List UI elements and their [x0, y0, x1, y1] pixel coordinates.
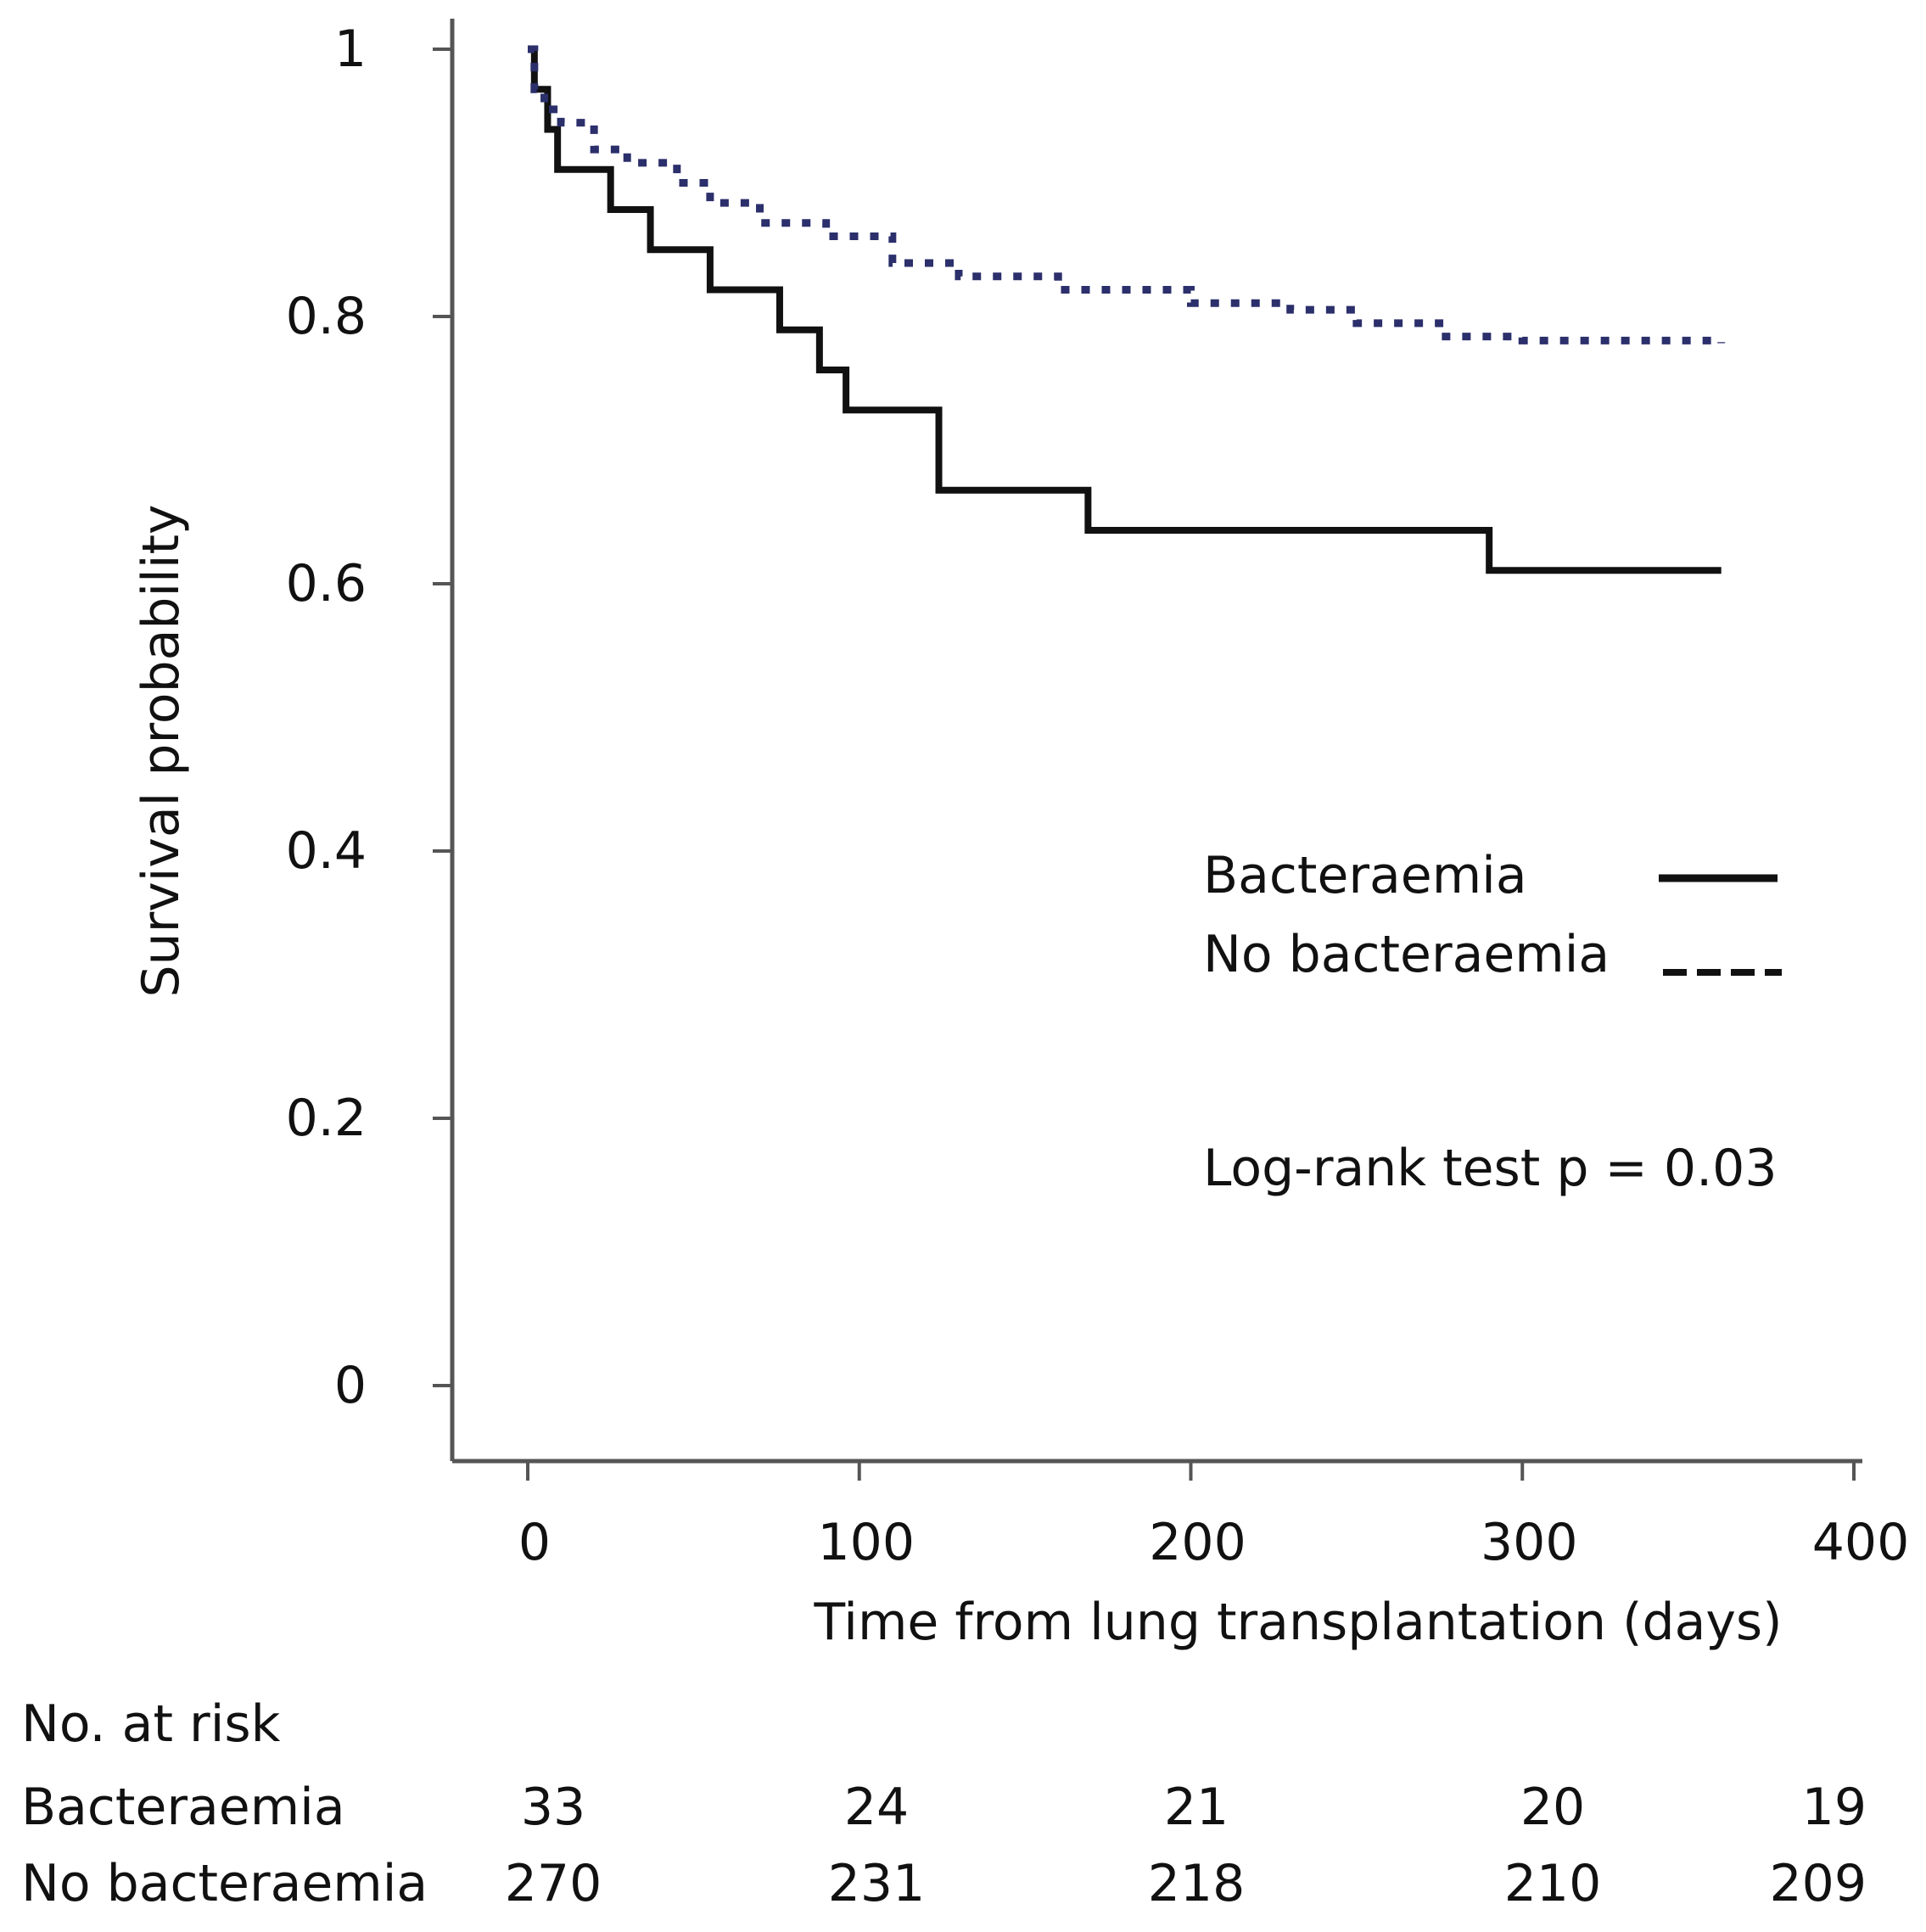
- x-tick-label: 200: [1149, 1513, 1246, 1572]
- y-tick-label: 0.2: [286, 1089, 367, 1148]
- risk-value: 231: [828, 1854, 926, 1913]
- risk-value: 21: [1164, 1778, 1229, 1837]
- risk-row-label-no-bacteraemia: No bacteraemia: [21, 1854, 428, 1913]
- risk-value: 209: [1769, 1854, 1867, 1913]
- y-tick-label: 0: [334, 1356, 367, 1415]
- y-tick-label: 0.4: [286, 821, 367, 881]
- risk-table: No. at risk Bacteraemia No bacteraemia 3…: [21, 1694, 1867, 1913]
- risk-value: 270: [505, 1854, 602, 1913]
- risk-values: 33 24 21 20 19 270 231 218 210 209: [505, 1778, 1867, 1913]
- risk-value: 33: [521, 1778, 585, 1837]
- y-tick-label: 0.8: [286, 287, 367, 346]
- x-ticks: 0 100 200 300 400: [518, 1461, 1909, 1572]
- x-tick-label: 0: [518, 1513, 551, 1572]
- risk-row-label-bacteraemia: Bacteraemia: [21, 1778, 345, 1837]
- risk-value: 20: [1520, 1778, 1585, 1837]
- risk-table-title: No. at risk: [21, 1694, 281, 1754]
- series-layer: [528, 45, 1726, 574]
- risk-value: 218: [1148, 1854, 1246, 1913]
- legend-label-no-bacteraemia: No bacteraemia: [1203, 925, 1610, 984]
- y-ticks: 0 0.2 0.4 0.6 0.8 1: [286, 20, 452, 1415]
- series-line-no-bacteraemia: [528, 45, 1726, 344]
- x-tick-label: 300: [1481, 1513, 1578, 1572]
- x-tick-label: 400: [1812, 1513, 1910, 1572]
- y-tick-label: 0.6: [286, 554, 367, 613]
- series-line-bacteraemia: [528, 46, 1722, 574]
- risk-value: 19: [1802, 1778, 1867, 1837]
- y-axis-title: Survival probability: [132, 504, 191, 997]
- risk-value: 210: [1504, 1854, 1602, 1913]
- risk-value: 24: [844, 1778, 909, 1837]
- x-axis-title: Time from lung transplantation (days): [813, 1593, 1782, 1652]
- y-tick-label: 1: [334, 20, 367, 79]
- legend-label-bacteraemia: Bacteraemia: [1203, 846, 1527, 905]
- legend: Bacteraemia No bacteraemia: [1203, 846, 1782, 984]
- x-tick-label: 100: [817, 1513, 915, 1572]
- log-rank-annotation: Log-rank test p = 0.03: [1203, 1139, 1778, 1198]
